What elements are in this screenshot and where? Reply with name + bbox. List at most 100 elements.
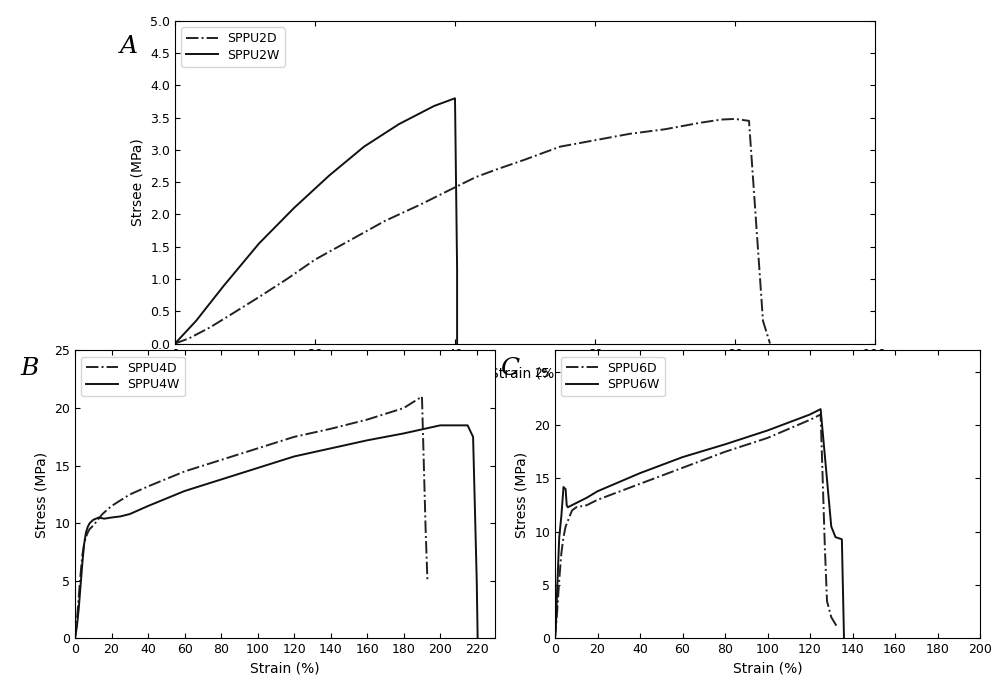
- SPPU6D: [719, 448, 731, 456]
- SPPU4W: [252, 464, 264, 472]
- SPPU6W: [719, 440, 731, 448]
- SPPU2W: [288, 204, 300, 212]
- SPPU4W: [124, 510, 136, 518]
- SPPU2D: [589, 136, 601, 144]
- SPPU4W: [76, 559, 88, 568]
- SPPU4W: [215, 475, 227, 484]
- SPPU6W: [561, 501, 573, 509]
- Line: SPPU4W: SPPU4W: [75, 425, 478, 638]
- SPPU6D: [581, 501, 593, 509]
- SPPU6W: [566, 501, 578, 509]
- SPPU6D: [832, 624, 844, 632]
- Text: B: B: [20, 357, 38, 380]
- SPPU6D: [558, 533, 570, 541]
- SPPU6W: [564, 502, 576, 510]
- SPPU6D: [592, 496, 604, 504]
- SPPU2D: [470, 173, 482, 181]
- SPPU2D: [449, 183, 461, 192]
- SPPU6D: [819, 543, 831, 552]
- SPPU6D: [551, 608, 563, 616]
- SPPU4W: [462, 421, 474, 430]
- SPPU4D: [76, 551, 88, 559]
- SPPU4D: [325, 425, 337, 433]
- SPPU4D: [215, 456, 227, 464]
- SPPU6D: [676, 464, 688, 472]
- Line: SPPU2W: SPPU2W: [175, 99, 457, 344]
- SPPU6D: [555, 549, 567, 557]
- SPPU4D: [73, 594, 85, 602]
- Y-axis label: Stress (MPa): Stress (MPa): [515, 451, 529, 538]
- SPPU4D: [96, 510, 108, 518]
- SPPU4W: [115, 512, 127, 520]
- Text: C: C: [500, 357, 519, 380]
- SPPU2D: [183, 335, 195, 343]
- SPPU6W: [550, 618, 562, 627]
- Legend: SPPU4D, SPPU4W: SPPU4D, SPPU4W: [81, 357, 185, 396]
- SPPU2D: [204, 323, 216, 332]
- SPPU4D: [106, 502, 118, 510]
- Legend: SPPU6D, SPPU6W: SPPU6D, SPPU6W: [561, 357, 665, 396]
- SPPU4D: [124, 490, 136, 498]
- SPPU4D: [91, 517, 103, 525]
- SPPU6W: [549, 634, 561, 643]
- SPPU2W: [393, 120, 405, 128]
- SPPU2D: [519, 155, 531, 164]
- SPPU4D: [416, 392, 428, 400]
- SPPU6D: [570, 503, 582, 511]
- SPPU2W: [428, 102, 440, 110]
- SPPU6W: [815, 405, 827, 414]
- SPPU6W: [558, 483, 570, 491]
- SPPU4W: [73, 605, 85, 614]
- SPPU2D: [554, 142, 566, 151]
- SPPU6D: [634, 480, 646, 488]
- Text: A: A: [120, 35, 138, 58]
- SPPU4W: [398, 430, 410, 438]
- SPPU2D: [169, 339, 181, 348]
- Y-axis label: Strsee (MPa): Strsee (MPa): [131, 138, 145, 226]
- SPPU6D: [815, 410, 827, 418]
- SPPU2D: [281, 275, 293, 283]
- SPPU2D: [344, 236, 356, 244]
- SPPU6W: [570, 499, 582, 507]
- SPPU6W: [592, 487, 604, 496]
- SPPU4D: [80, 533, 92, 541]
- SPPU6D: [762, 434, 774, 442]
- SPPU2W: [451, 339, 463, 348]
- SPPU2D: [414, 201, 426, 209]
- SPPU4W: [434, 421, 446, 430]
- SPPU4D: [71, 617, 83, 625]
- SPPU4D: [82, 528, 94, 536]
- SPPU6W: [804, 410, 816, 418]
- SPPU4W: [82, 523, 94, 531]
- X-axis label: Strain (%): Strain (%): [490, 367, 560, 381]
- SPPU6W: [553, 533, 565, 541]
- SPPU4W: [471, 577, 483, 585]
- SPPU4D: [78, 540, 90, 548]
- SPPU2D: [715, 115, 727, 124]
- SPPU6W: [825, 523, 837, 531]
- SPPU4W: [74, 582, 86, 591]
- SPPU6W: [562, 503, 574, 511]
- SPPU4D: [420, 525, 432, 533]
- X-axis label: Strain (%): Strain (%): [733, 662, 802, 676]
- SPPU4W: [106, 514, 118, 522]
- SPPU2D: [659, 125, 671, 133]
- SPPU2W: [169, 339, 181, 348]
- SPPU4D: [87, 521, 99, 530]
- SPPU2W: [323, 171, 335, 180]
- Line: SPPU6D: SPPU6D: [555, 414, 838, 638]
- SPPU4W: [87, 516, 99, 524]
- SPPU2D: [491, 165, 503, 174]
- SPPU6W: [634, 469, 646, 477]
- SPPU4D: [361, 416, 373, 424]
- SPPU4D: [179, 467, 191, 475]
- SPPU2D: [743, 117, 755, 125]
- SPPU6W: [676, 453, 688, 462]
- SPPU4W: [325, 444, 337, 452]
- SPPU6W: [762, 426, 774, 434]
- SPPU2W: [218, 281, 230, 289]
- SPPU4D: [84, 525, 96, 533]
- Y-axis label: Stress (MPa): Stress (MPa): [35, 451, 49, 538]
- X-axis label: Strain (%): Strain (%): [250, 662, 320, 676]
- SPPU6W: [555, 511, 567, 520]
